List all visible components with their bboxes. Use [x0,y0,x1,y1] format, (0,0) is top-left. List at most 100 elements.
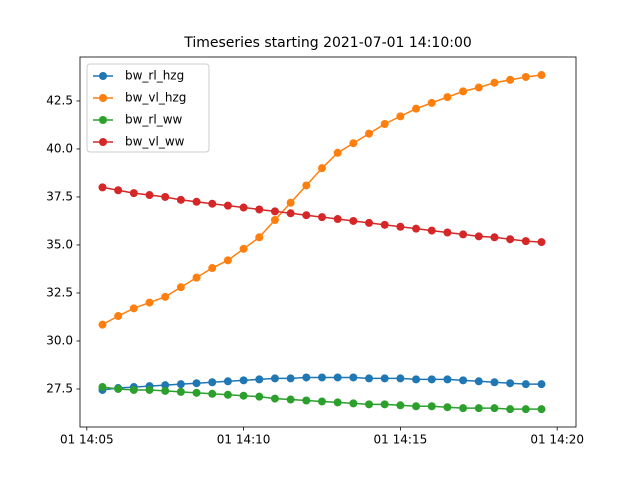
data-point [286,198,295,207]
data-point [223,201,232,210]
data-point [317,164,326,173]
data-point [333,373,342,382]
data-point [129,385,138,394]
data-point [302,211,311,220]
data-point [270,394,279,403]
data-point [474,377,483,386]
data-point [506,235,515,244]
legend: bw_rl_hzg bw_vl_hzg bw_rl_ww bw_vl_ww [86,63,210,153]
data-point [208,199,217,208]
data-point [427,98,436,107]
data-point [145,385,154,394]
data-point [537,238,546,247]
data-point [443,228,452,237]
data-point [317,397,326,406]
data-point [490,404,499,413]
data-point [286,374,295,383]
data-point [459,230,468,239]
data-point [490,378,499,387]
data-point [412,375,421,384]
data-point [537,405,546,414]
data-point [380,374,389,383]
data-point [443,93,452,102]
data-point [161,192,170,201]
data-point [349,399,358,408]
data-point [255,233,264,242]
data-point [208,378,217,387]
data-point [396,401,405,410]
chart-title: Timeseries starting 2021-07-01 14:10:00 [183,35,472,51]
x-tick-label: 01 14:20 [530,433,584,447]
data-point [114,384,123,393]
data-point [412,224,421,233]
data-point [176,380,185,389]
legend-label: bw_rl_hzg [125,69,184,83]
data-point [396,222,405,231]
data-point [474,404,483,413]
y-tick-label: 40.0 [46,141,73,155]
legend-marker [99,138,107,146]
data-point [114,186,123,195]
data-point [208,389,217,398]
data-point [443,403,452,412]
y-tick-label: 37.5 [46,189,73,203]
data-point [412,402,421,411]
data-point [490,78,499,87]
data-point [412,104,421,113]
data-point [161,292,170,301]
data-point [521,405,530,414]
data-point [521,237,530,246]
x-tick-label: 01 14:05 [60,433,114,447]
data-point [223,256,232,265]
legend-marker [99,72,107,80]
data-point [506,405,515,414]
x-tick-label: 01 14:15 [374,433,428,447]
data-point [396,374,405,383]
data-point [333,215,342,224]
data-point [98,320,107,329]
data-point [208,264,217,273]
data-point [459,376,468,385]
data-point [176,387,185,396]
data-point [365,218,374,227]
data-point [365,129,374,138]
data-point [443,375,452,384]
data-point [270,216,279,225]
data-point [129,304,138,313]
data-point [286,209,295,218]
data-point [380,120,389,129]
legend-label: bw_vl_hzg [125,91,186,105]
data-point [176,283,185,292]
data-point [506,75,515,84]
data-point [380,220,389,229]
data-point [333,398,342,407]
data-point [223,390,232,399]
data-point [506,379,515,388]
plot-frame [79,56,577,428]
data-point [255,375,264,384]
data-point [98,383,107,392]
data-point [161,386,170,395]
data-point [161,381,170,390]
data-point [286,395,295,404]
data-point [270,374,279,383]
data-point [192,388,201,397]
y-tick-label: 32.5 [46,285,73,299]
legend-label: bw_rl_ww [125,113,183,127]
data-point [317,213,326,222]
data-point [380,400,389,409]
data-point [302,181,311,190]
data-point [114,312,123,321]
data-point [317,373,326,382]
data-point [192,197,201,206]
data-point [349,216,358,225]
legend-box [86,63,210,153]
data-point [474,232,483,241]
data-point [333,148,342,157]
legend-marker [99,94,107,102]
x-tick-label: 01 14:10 [217,433,271,447]
data-point [239,391,248,400]
data-point [270,207,279,216]
data-point [192,379,201,388]
